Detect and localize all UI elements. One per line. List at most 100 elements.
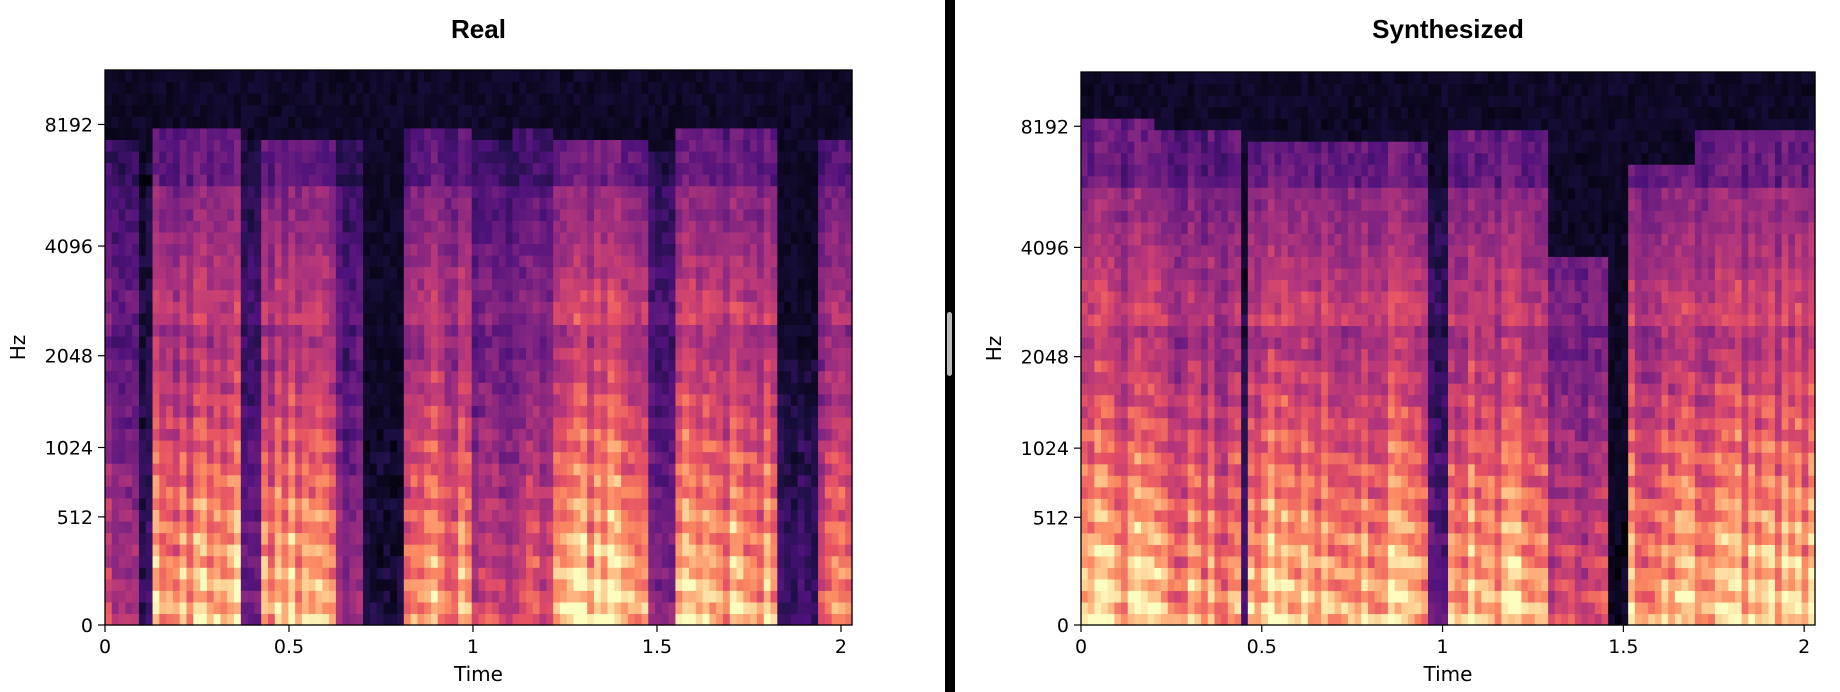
heatmap-cell	[403, 601, 412, 615]
heatmap-cell	[444, 544, 452, 557]
heatmap-cell	[512, 127, 520, 140]
heatmap-cell	[213, 347, 222, 360]
heatmap-cell	[125, 405, 133, 418]
heatmap-cell	[763, 335, 772, 349]
heatmap-cell	[729, 474, 738, 487]
heatmap-cell	[430, 520, 439, 534]
heatmap-cell	[403, 463, 412, 476]
heatmap-cell	[770, 289, 778, 302]
heatmap-cell	[397, 266, 405, 279]
heatmap-cell	[267, 81, 276, 94]
heatmap-cell	[471, 590, 480, 603]
heatmap-cell	[145, 197, 154, 210]
heatmap-cell	[559, 428, 568, 441]
heatmap-cell	[573, 590, 581, 603]
heatmap-cell	[593, 335, 602, 349]
heatmap-cell	[281, 382, 289, 395]
heatmap-cell	[410, 544, 418, 557]
heatmap-cell	[777, 405, 785, 418]
heatmap-cell	[729, 301, 738, 314]
heatmap-cell	[403, 335, 412, 349]
heatmap-cell	[356, 324, 364, 337]
heatmap-cell	[356, 463, 364, 476]
heatmap-cell	[118, 428, 126, 441]
heatmap-cell	[519, 567, 527, 580]
heatmap-cell	[485, 255, 493, 268]
heatmap-cell	[498, 243, 507, 256]
heatmap-cell	[729, 532, 738, 545]
heatmap-cell	[797, 301, 806, 314]
heatmap-cell	[607, 116, 615, 129]
heatmap-cell	[458, 405, 466, 418]
heatmap-cell	[227, 509, 235, 522]
heatmap-cell	[186, 116, 194, 129]
heatmap-cell	[152, 555, 160, 568]
heatmap-cell	[322, 324, 330, 337]
heatmap-cell	[363, 312, 371, 325]
heatmap-cell	[159, 335, 167, 349]
heatmap-cell	[105, 278, 113, 291]
heatmap-cell	[451, 370, 459, 383]
heatmap-cell	[329, 451, 337, 464]
heatmap-cell	[478, 243, 486, 256]
heatmap-cell	[763, 382, 772, 395]
heatmap-cell	[750, 463, 758, 476]
heatmap-cell	[784, 474, 792, 487]
heatmap-cell	[804, 463, 812, 476]
heatmap-cell	[566, 428, 575, 441]
heatmap-cell	[329, 104, 337, 117]
heatmap-cell	[261, 613, 269, 626]
heatmap-cell	[512, 416, 520, 430]
heatmap-cell	[689, 555, 697, 568]
heatmap-cell	[559, 335, 568, 349]
heatmap-cell	[349, 81, 357, 94]
heatmap-cell	[600, 81, 609, 94]
heatmap-cell	[397, 463, 405, 476]
heatmap-cell	[797, 428, 806, 441]
heatmap-cell	[247, 301, 255, 314]
heatmap-cell	[716, 93, 724, 106]
heatmap-cell	[607, 463, 615, 476]
heatmap-cell	[695, 301, 704, 314]
heatmap-cell	[648, 208, 656, 221]
heatmap-cell	[770, 231, 778, 245]
heatmap-cell	[709, 243, 717, 256]
heatmap-cell	[193, 532, 201, 545]
heatmap-cell	[689, 185, 697, 198]
heatmap-cell	[397, 104, 405, 117]
heatmap-cell	[424, 255, 432, 268]
heatmap-cell	[288, 613, 296, 626]
heatmap-cell	[105, 370, 113, 383]
heatmap-cell	[648, 405, 656, 418]
heatmap-cell	[125, 335, 133, 349]
heatmap-cell	[369, 266, 378, 279]
heatmap-cell	[227, 255, 235, 268]
heatmap-cell	[125, 532, 133, 545]
heatmap-cell	[607, 359, 615, 372]
heatmap-cell	[274, 601, 283, 615]
heatmap-cell	[682, 197, 690, 210]
heatmap-cell	[179, 555, 188, 568]
heatmap-cell	[627, 70, 636, 83]
heatmap-cell	[322, 347, 330, 360]
heatmap-cell	[790, 301, 799, 314]
heatmap-cell	[668, 289, 677, 302]
heatmap-cell	[288, 474, 296, 487]
heatmap-cell	[655, 139, 663, 152]
heatmap-cell	[790, 185, 799, 198]
heatmap-cell	[390, 312, 398, 325]
heatmap-cell	[159, 266, 167, 279]
heatmap-cell	[261, 567, 269, 580]
heatmap-cell	[559, 255, 568, 268]
heatmap-cell	[274, 104, 283, 117]
heatmap-cell	[369, 278, 378, 291]
heatmap-cell	[430, 162, 439, 175]
heatmap-cell	[111, 255, 120, 268]
heatmap-cell	[417, 266, 425, 279]
heatmap-cell	[593, 451, 602, 464]
heatmap-cell	[437, 567, 446, 580]
heatmap-cell	[383, 555, 391, 568]
heatmap-cell	[790, 555, 799, 568]
heatmap-cell	[661, 139, 670, 152]
heatmap-cell	[152, 370, 160, 383]
